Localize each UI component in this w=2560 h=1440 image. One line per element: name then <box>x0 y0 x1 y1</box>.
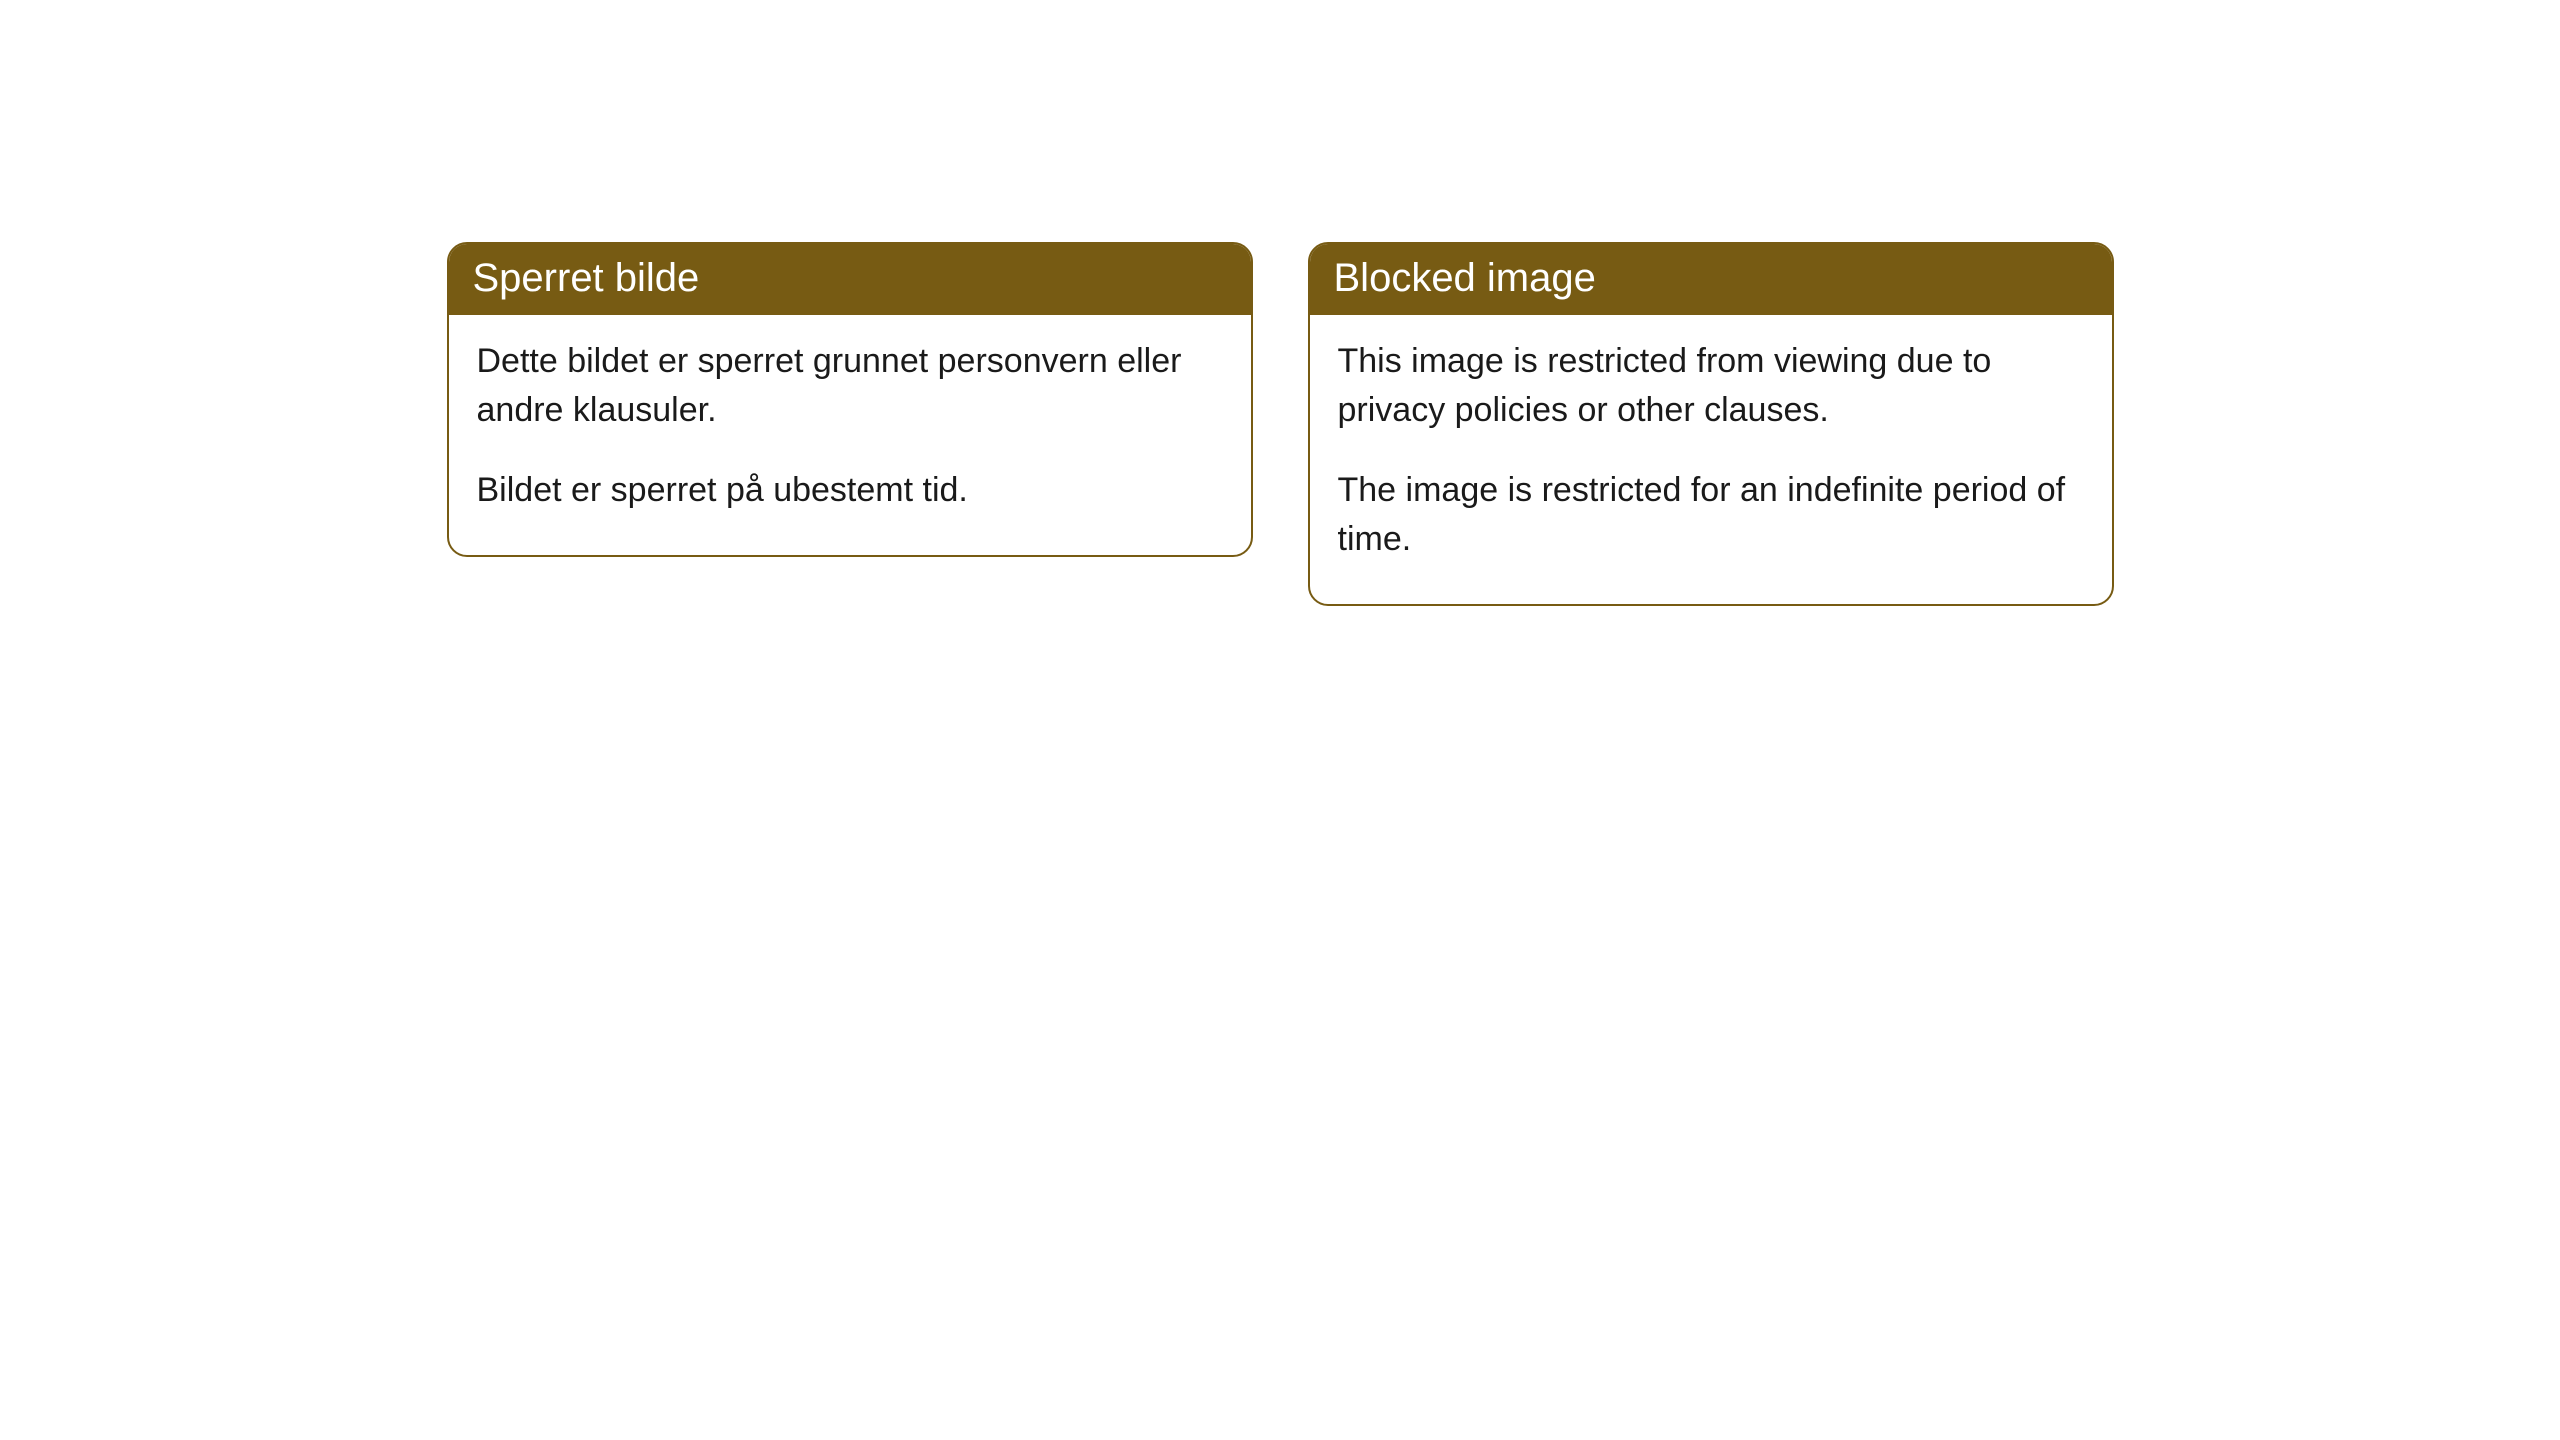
card-body: This image is restricted from viewing du… <box>1310 315 2112 604</box>
card-body: Dette bildet er sperret grunnet personve… <box>449 315 1251 555</box>
notice-card-english: Blocked image This image is restricted f… <box>1308 242 2114 606</box>
card-header: Blocked image <box>1310 244 2112 315</box>
card-title: Blocked image <box>1334 256 1596 300</box>
card-paragraph: Bildet er sperret på ubestemt tid. <box>477 466 1223 515</box>
card-paragraph: Dette bildet er sperret grunnet personve… <box>477 337 1223 436</box>
card-title: Sperret bilde <box>473 256 700 300</box>
card-header: Sperret bilde <box>449 244 1251 315</box>
card-paragraph: The image is restricted for an indefinit… <box>1338 466 2084 565</box>
card-paragraph: This image is restricted from viewing du… <box>1338 337 2084 436</box>
notice-card-norwegian: Sperret bilde Dette bildet er sperret gr… <box>447 242 1253 557</box>
notice-container: Sperret bilde Dette bildet er sperret gr… <box>447 242 2114 1440</box>
